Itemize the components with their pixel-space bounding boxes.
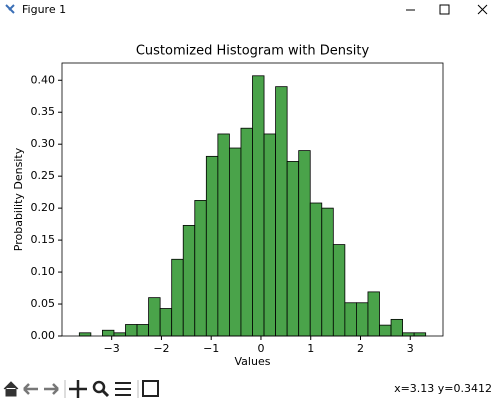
y-tick-label: 0.30	[31, 137, 56, 150]
y-tick-label: 0.35	[31, 105, 56, 118]
histogram-bar	[344, 302, 357, 337]
x-tick-label: 2	[357, 342, 364, 355]
status-text: x=3.13 y=0.3412	[394, 382, 492, 395]
histogram-bar	[148, 297, 161, 337]
chart-title: Customized Histogram with Density	[136, 44, 370, 59]
y-axis-label: Probability Density	[12, 147, 25, 251]
save-button[interactable]	[142, 380, 159, 397]
histogram-bar	[182, 224, 196, 337]
histogram-bar	[298, 150, 311, 337]
x-tick-label: −1	[203, 342, 219, 355]
histogram-bar	[286, 161, 300, 337]
histogram-bar	[275, 86, 288, 337]
x-tick-label: −3	[104, 342, 120, 355]
maximize-button[interactable]	[439, 4, 450, 15]
histogram-bar	[102, 329, 115, 337]
histogram-bar	[194, 200, 207, 337]
zoom-button[interactable]	[92, 380, 106, 394]
close-button[interactable]	[477, 4, 488, 15]
y-tick-label: 0.20	[31, 201, 56, 214]
histogram-bar	[379, 324, 392, 337]
histogram-bar	[390, 318, 403, 337]
home-button[interactable]	[3, 381, 19, 397]
x-tick-label: −2	[153, 342, 169, 355]
histogram-bar	[113, 332, 126, 337]
x-tick-label: 1	[307, 342, 314, 355]
x-axis-label: Values	[235, 355, 271, 368]
plot-frame	[61, 62, 444, 337]
histogram-bar	[263, 133, 276, 337]
histogram-bar	[402, 332, 415, 337]
histogram-bar	[136, 324, 149, 337]
histogram-bar	[321, 207, 334, 337]
zoom-handle	[101, 389, 110, 398]
pan-button[interactable]	[69, 380, 87, 398]
histogram-bar	[125, 324, 138, 337]
x-tick-label: 0	[257, 342, 264, 355]
app-icon	[5, 4, 15, 14]
back-button[interactable]	[23, 383, 38, 395]
y-tick-label: 0.25	[31, 169, 56, 182]
histogram-bar	[159, 308, 173, 337]
forward-button[interactable]	[44, 383, 59, 395]
histogram-bar	[413, 332, 427, 337]
histogram-bar	[171, 258, 184, 337]
y-tick-label: 0.00	[31, 329, 56, 342]
histogram-bar	[309, 202, 323, 337]
histogram-bar	[332, 244, 346, 337]
histogram-bar	[240, 127, 253, 337]
histogram-bar	[205, 155, 219, 337]
histogram-bar	[78, 332, 92, 337]
histogram-bar	[367, 291, 380, 337]
histogram-bar	[229, 147, 242, 337]
histogram-bar	[252, 75, 265, 337]
histogram-bar	[356, 302, 369, 337]
y-tick-label: 0.10	[31, 265, 56, 278]
x-tick-label: 3	[407, 342, 414, 355]
window-title: Figure 1	[22, 3, 66, 16]
y-tick-label: 0.40	[31, 73, 56, 86]
configure-button[interactable]	[115, 382, 131, 396]
histogram-bar	[217, 133, 230, 337]
y-tick-label: 0.15	[31, 233, 56, 246]
title-bar	[0, 0, 500, 20]
y-tick-label: 0.05	[31, 297, 56, 310]
